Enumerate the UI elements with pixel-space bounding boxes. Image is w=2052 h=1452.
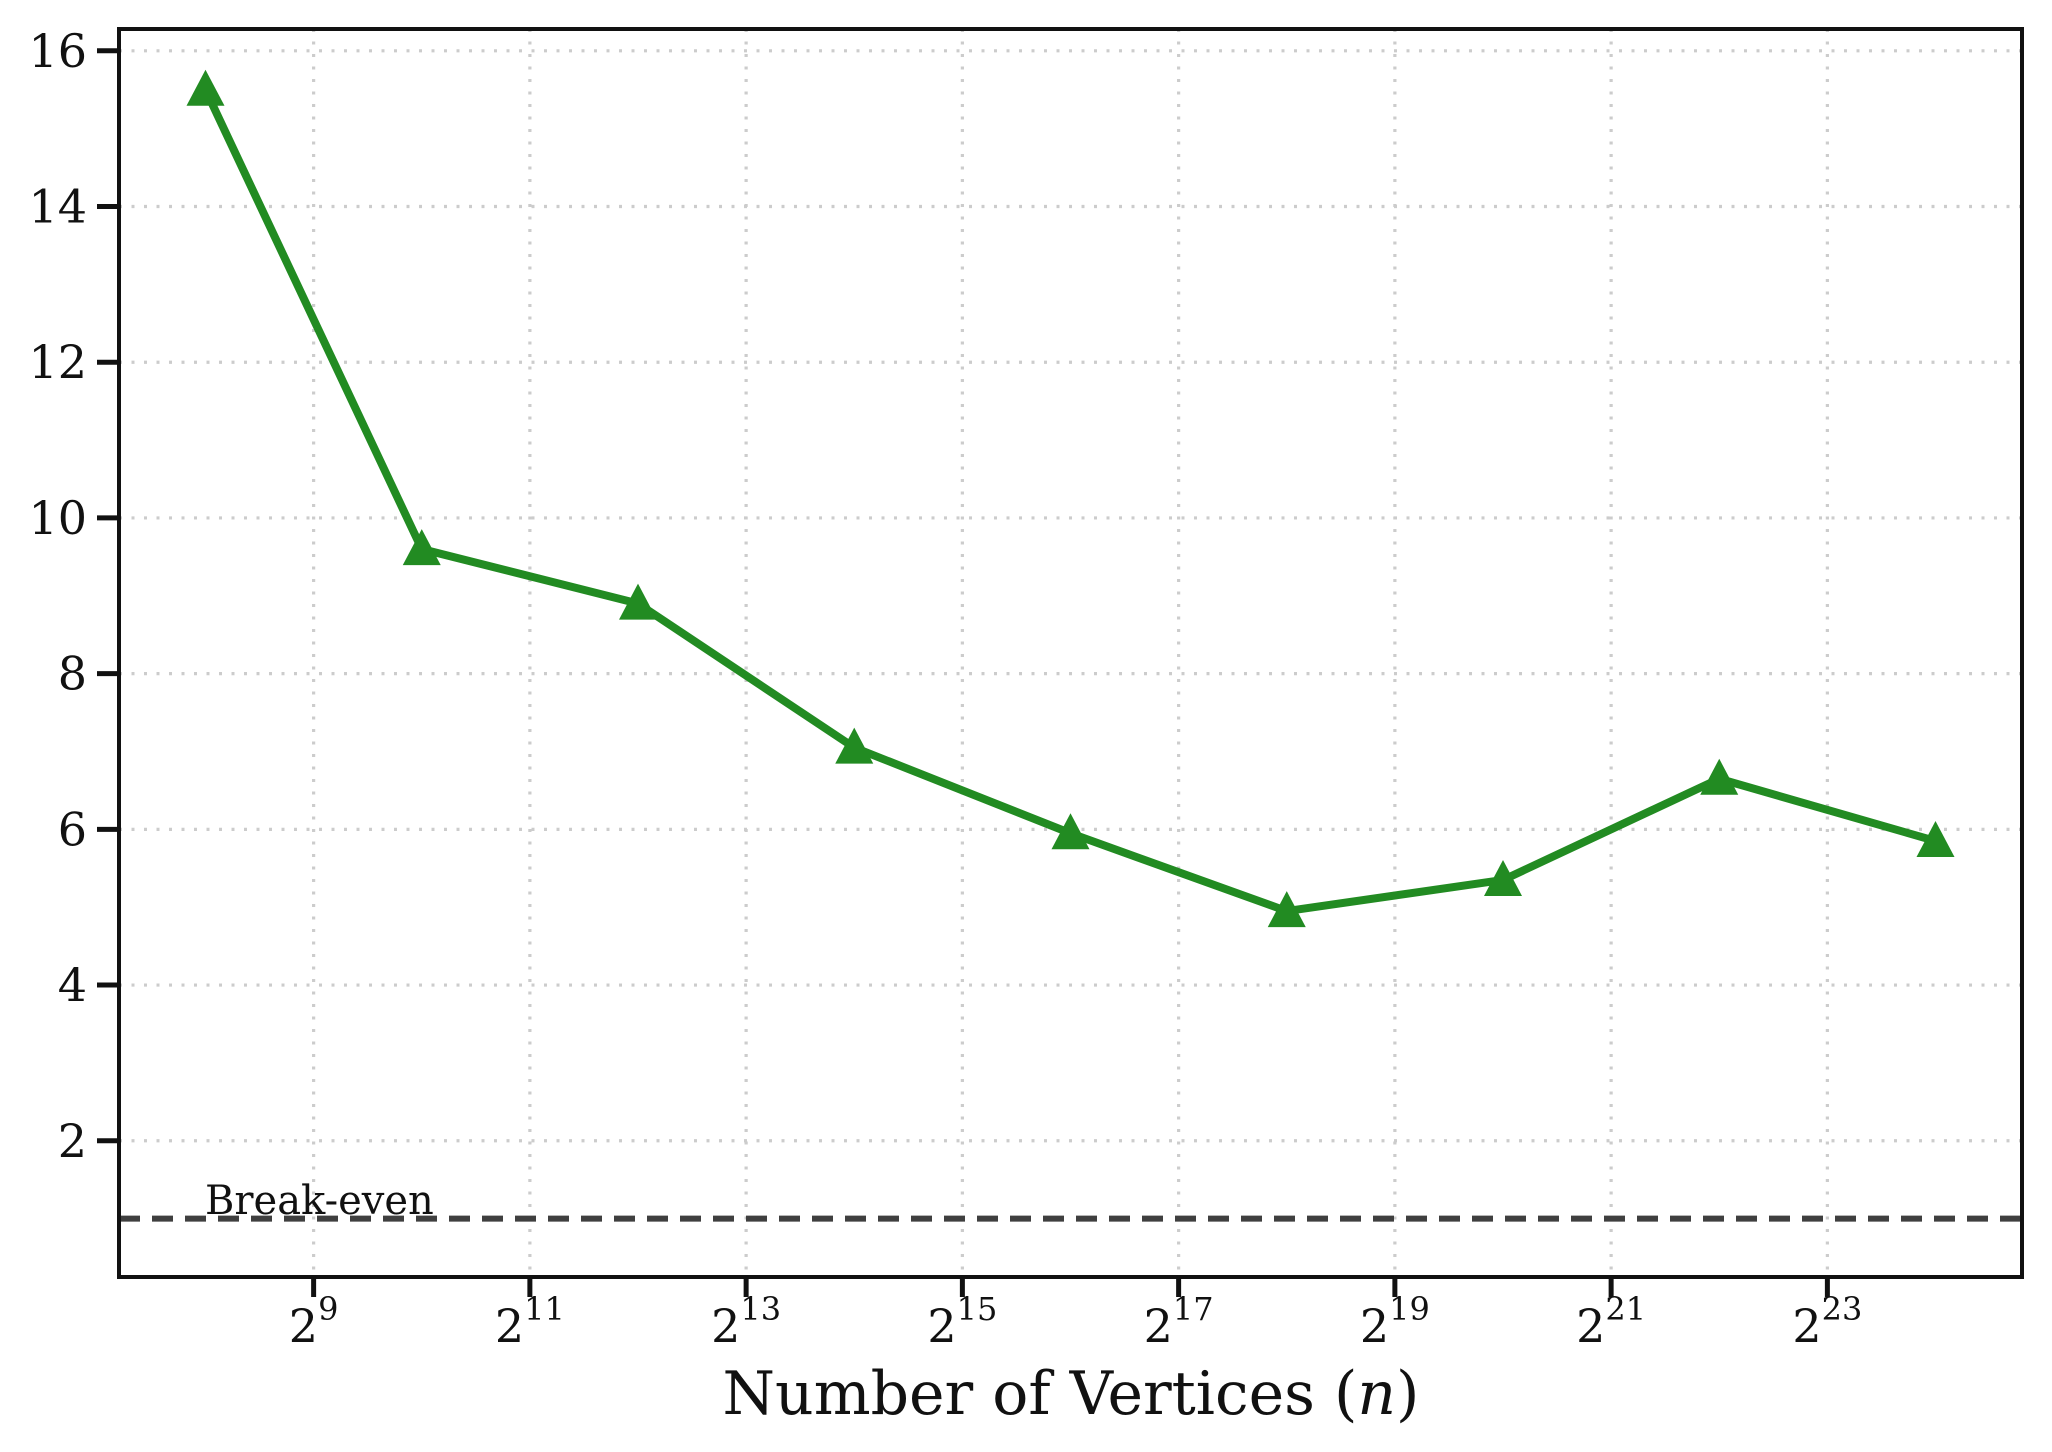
axis-ticks — [97, 48, 1830, 1297]
data-point-marker — [1916, 821, 1955, 858]
data-point-marker — [186, 69, 225, 106]
x-tick-label: 217 — [1144, 1290, 1214, 1353]
data-point-marker — [619, 583, 657, 620]
x-axis-label-suffix: ) — [1396, 1359, 1419, 1429]
x-axis-label-variable: n — [1357, 1359, 1396, 1429]
x-tick-label: 221 — [1576, 1290, 1646, 1353]
x-tick-exponent: 9 — [318, 1290, 338, 1328]
y-tick-label: 2 — [58, 1114, 87, 1168]
x-tick-base: 2 — [1576, 1299, 1605, 1353]
series-line — [201, 85, 1940, 916]
series-group — [186, 69, 1955, 928]
x-tick-exponent: 23 — [1822, 1290, 1863, 1328]
plot-border — [117, 27, 2024, 1279]
x-tick-base: 2 — [927, 1299, 956, 1353]
y-tick-label: 10 — [28, 491, 87, 545]
breakeven-label: Break-even — [205, 1178, 434, 1224]
x-tick-exponent: 15 — [957, 1290, 998, 1328]
data-point-marker — [1051, 813, 1090, 850]
y-tick-label: 4 — [58, 958, 87, 1012]
x-tick-label: 219 — [1360, 1290, 1430, 1353]
x-tick-base: 2 — [495, 1299, 524, 1353]
y-tick-label: 14 — [28, 180, 87, 234]
x-tick-exponent: 11 — [524, 1290, 565, 1328]
x-tick-label: 215 — [927, 1290, 997, 1353]
data-point-marker — [1484, 859, 1522, 896]
x-tick-base: 2 — [711, 1299, 740, 1353]
x-tick-base: 2 — [1144, 1299, 1173, 1353]
x-tick-label: 213 — [711, 1290, 781, 1353]
data-point-marker — [1267, 891, 1306, 928]
x-tick-label: 29 — [289, 1290, 339, 1353]
y-tick-label: 12 — [28, 335, 87, 389]
x-axis-label: Number of Vertices (n) — [723, 1359, 1420, 1429]
x-tick-label: 211 — [495, 1290, 565, 1353]
x-tick-label: 223 — [1792, 1290, 1862, 1353]
data-point-marker — [835, 727, 874, 764]
data-point-marker — [1700, 758, 1739, 795]
x-tick-base: 2 — [1360, 1299, 1389, 1353]
x-tick-exponent: 17 — [1173, 1290, 1214, 1328]
x-tick-exponent: 21 — [1605, 1290, 1646, 1328]
x-tick-exponent: 13 — [740, 1290, 781, 1328]
x-tick-base: 2 — [1792, 1299, 1821, 1353]
data-point-marker — [402, 529, 441, 566]
x-axis-label-prefix: Number of Vertices ( — [723, 1359, 1358, 1429]
x-tick-base: 2 — [289, 1299, 318, 1353]
y-tick-label: 6 — [58, 802, 87, 856]
y-tick-label: 8 — [58, 647, 87, 701]
x-tick-exponent: 19 — [1389, 1290, 1430, 1328]
gridlines — [119, 29, 2022, 1277]
y-tick-label: 16 — [28, 24, 87, 78]
